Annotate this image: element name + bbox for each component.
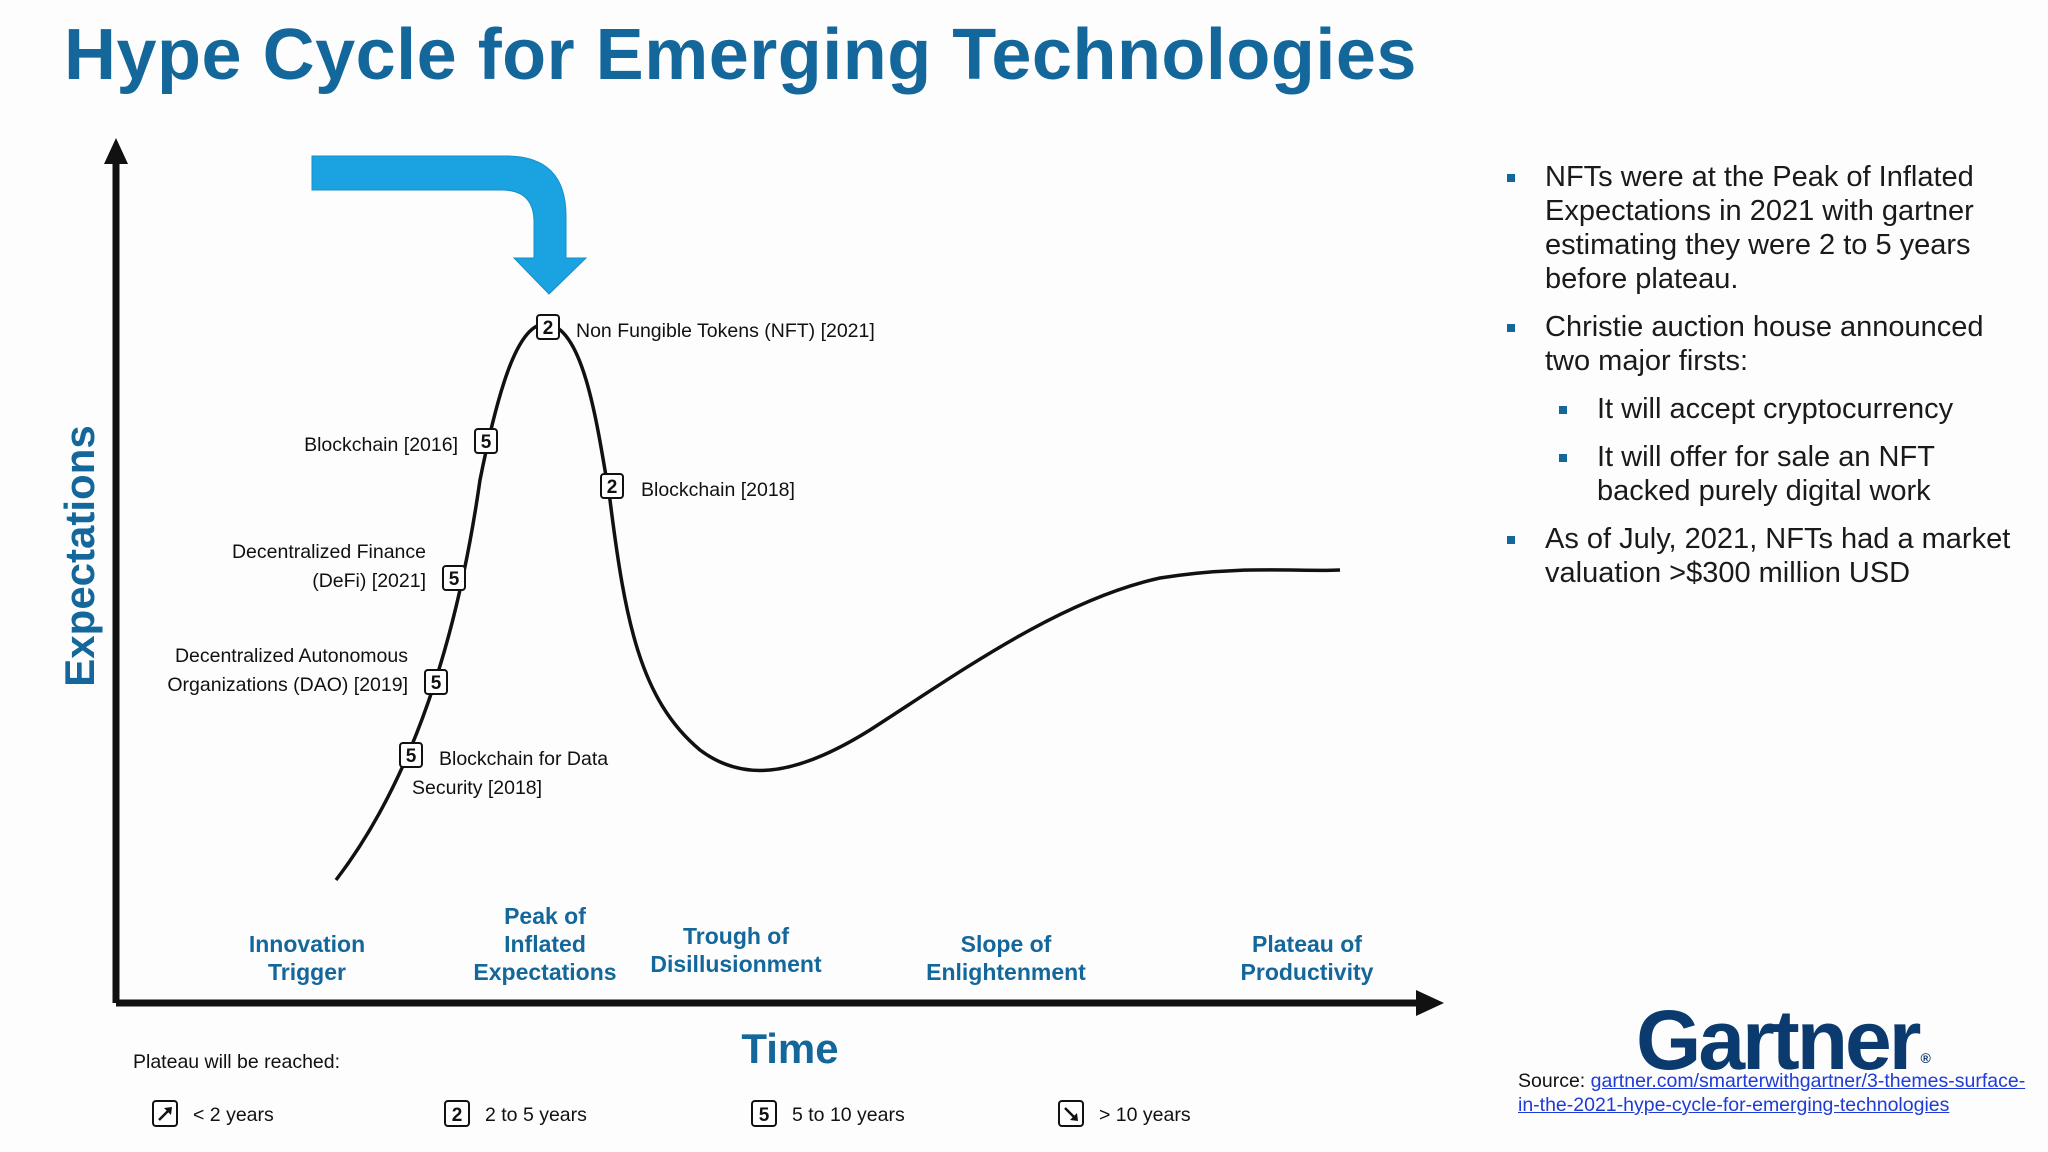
phase-label-line: Trigger [268, 959, 346, 985]
plateau-badge [424, 669, 448, 695]
legend-label: 2 to 5 years [485, 1104, 587, 1126]
plateau-badge-value: 5 [431, 673, 442, 694]
phase-label-line: Slope of [961, 931, 1052, 957]
bullet-item: NFTs were at the Peak of Inflated Expect… [1503, 160, 2023, 296]
x-axis-arrowhead [1416, 990, 1444, 1016]
phase-label-line: Trough of [683, 923, 789, 949]
plateau-badge-value: 5 [481, 432, 492, 453]
technology-marker: 2 Non Fungible Tokens (NFT) [2021] [536, 314, 875, 342]
phase-label-line: Enlightenment [926, 959, 1086, 985]
technology-marker: 5 Blockchain [2016] [304, 428, 498, 456]
bullet-item: Christie auction house announced two maj… [1503, 310, 2023, 378]
technology-label: Blockchain for Data [439, 748, 608, 770]
bullet-item: As of July, 2021, NFTs had a market valu… [1503, 522, 2023, 590]
phase-label-line: Peak of [504, 903, 586, 929]
technology-label: Blockchain [2016] [304, 434, 458, 456]
plateau-badge-value: 5 [406, 746, 417, 767]
phase-label-line: Disillusionment [650, 951, 822, 977]
technology-marker: 5 Decentralized Finance (DeFi) [2021] [232, 541, 466, 592]
plateau-badge-value: 2 [543, 318, 554, 339]
plateau-badge [442, 565, 466, 591]
y-axis-arrowhead [104, 138, 128, 164]
arrow-down-right-icon [1064, 1107, 1078, 1121]
y-axis-label: Expectations [56, 425, 103, 686]
legend-label: < 2 years [193, 1104, 274, 1126]
technology-marker: 5 Blockchain for Data Security [2018] [399, 742, 608, 799]
sub-bullet-item: It will accept cryptocurrency [1555, 392, 2023, 426]
logo-text: Gartner [1636, 993, 1921, 1087]
legend-label: 5 to 10 years [792, 1104, 905, 1126]
gartner-logo: Gartner ® [1636, 992, 1931, 1089]
axes [104, 138, 1444, 1016]
registered-mark: ® [1920, 1050, 1931, 1066]
technology-label: Decentralized Autonomous [175, 645, 408, 667]
technology-label: Security [2018] [412, 777, 542, 799]
plateau-badge [536, 314, 560, 340]
phase-label-line: Innovation [249, 931, 365, 957]
plateau-badge [399, 742, 423, 768]
technology-marker: 5 Decentralized Autonomous Organizations (… [167, 645, 448, 696]
technology-markers: 2 Non Fungible Tokens (NFT) [2021] 5 Blockc… [167, 314, 875, 799]
legend-badge [444, 1100, 470, 1127]
legend-item: < 2 years [152, 1100, 274, 1127]
arrow-up-right-icon [158, 1107, 172, 1121]
legend: Plateau will be reached: < 2 years 2 2 to 5… [133, 1051, 1191, 1127]
phase-label-line: Inflated [504, 931, 586, 957]
source-link[interactable]: gartner.com/smarterwithgartner/3-themes-… [1518, 1070, 2026, 1116]
phase-label-line: Expectations [473, 959, 616, 985]
phase-label-line: Plateau of [1252, 931, 1362, 957]
legend-symbol: 5 [759, 1105, 770, 1126]
technology-label: Blockchain [2018] [641, 479, 795, 501]
plateau-badge [474, 428, 498, 454]
technology-label: Organizations (DAO) [2019] [167, 674, 408, 696]
plateau-badge-value: 5 [449, 569, 460, 590]
legend-item: 2 2 to 5 years [444, 1100, 587, 1127]
source-citation: Source: gartner.com/smarterwithgartner/3… [1518, 1069, 2038, 1117]
legend-item: > 10 years [1058, 1100, 1191, 1127]
technology-label: (DeFi) [2021] [312, 570, 426, 592]
plateau-badge-value: 2 [607, 477, 618, 498]
technology-label: Decentralized Finance [232, 541, 426, 563]
legend-badge [751, 1100, 777, 1127]
sub-bullet-item: It will offer for sale an NFT backed pur… [1555, 440, 2023, 508]
legend-symbol: 2 [452, 1105, 463, 1126]
technology-marker: 2 Blockchain [2018] [600, 473, 795, 501]
legend-title: Plateau will be reached: [133, 1051, 340, 1073]
x-axis-label: Time [741, 1025, 838, 1072]
bullet-list: NFTs were at the Peak of Inflated Expect… [1503, 160, 2023, 604]
plateau-badge [600, 473, 624, 499]
phase-label-line: Productivity [1241, 959, 1374, 985]
page-title: Hype Cycle for Emerging Technologies [64, 15, 1417, 95]
hype-curve [334, 322, 1341, 882]
source-prefix: Source: [1518, 1070, 1591, 1092]
callout-arrow-icon [311, 155, 588, 295]
legend-label: > 10 years [1099, 1104, 1191, 1126]
legend-item: 5 5 to 10 years [751, 1100, 905, 1127]
technology-label: Non Fungible Tokens (NFT) [2021] [576, 320, 875, 342]
